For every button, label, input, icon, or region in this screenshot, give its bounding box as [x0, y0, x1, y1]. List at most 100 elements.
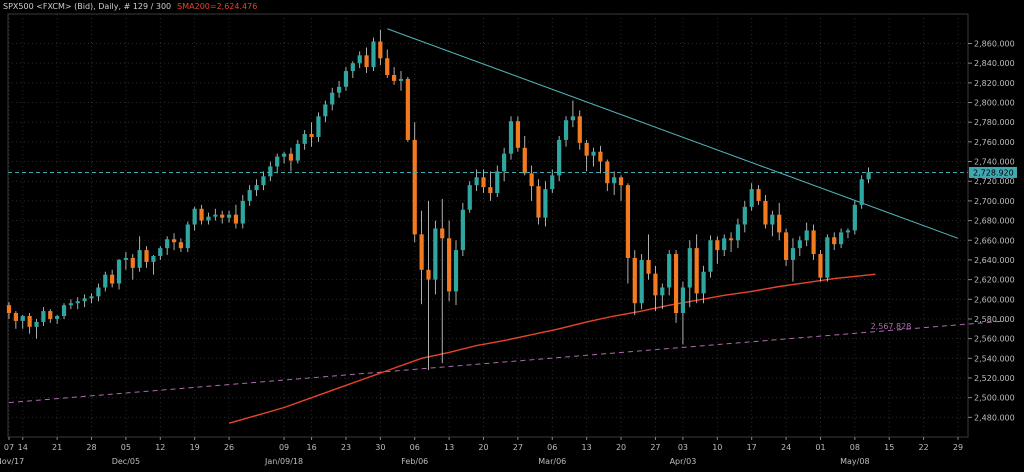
- candle-body: [447, 238, 452, 292]
- candle: [680, 281, 686, 345]
- x-tick-label: 20: [616, 443, 626, 452]
- candle: [515, 116, 520, 152]
- candle-body: [233, 214, 239, 224]
- x-tick-label: 26: [224, 443, 234, 452]
- y-tick-label: 2,620.000: [974, 276, 1015, 285]
- candle: [667, 250, 672, 296]
- candle-body: [371, 41, 376, 68]
- candle: [722, 234, 727, 256]
- candle-body: [742, 206, 747, 225]
- candle: [82, 294, 87, 308]
- candle: [481, 169, 486, 194]
- candle-body: [467, 185, 472, 210]
- candle-body: [515, 121, 520, 148]
- candle-body: [323, 104, 328, 117]
- support-line: [8, 320, 1007, 404]
- y-tick-label: 2,800.000: [974, 99, 1015, 108]
- x-month-label: Jan/09/18: [264, 457, 303, 466]
- candle: [557, 135, 562, 182]
- x-tick-label: 06: [410, 443, 420, 452]
- candle-body: [433, 228, 438, 280]
- x-month-label: Dec/05: [112, 457, 140, 466]
- candle-body: [295, 143, 300, 161]
- support-line-group: 2,567.828: [8, 320, 1007, 404]
- candle-body: [27, 316, 32, 327]
- candle-body: [240, 200, 245, 224]
- candle-body: [137, 250, 142, 268]
- x-tick-label: 12: [155, 443, 165, 452]
- candle-body: [563, 120, 569, 140]
- x-tick-label: 01: [815, 443, 825, 452]
- candle: [123, 252, 129, 270]
- candle-body: [722, 238, 727, 251]
- candle: [653, 265, 658, 312]
- candle: [598, 145, 603, 174]
- x-tick-label: 28: [86, 443, 96, 452]
- candle-body: [488, 187, 493, 194]
- candle: [763, 195, 768, 229]
- candle: [116, 258, 122, 290]
- candle: [563, 116, 569, 147]
- candle-body: [426, 269, 431, 280]
- trendline-group: [387, 28, 959, 239]
- candle: [316, 112, 321, 142]
- candle-body: [770, 214, 775, 225]
- candle: [68, 299, 73, 310]
- candle-body: [660, 287, 665, 296]
- candle-body: [281, 153, 287, 157]
- candle: [811, 224, 816, 260]
- candle-body: [612, 177, 617, 184]
- y-tick-label: 2,640.000: [974, 256, 1015, 265]
- candle: [412, 122, 417, 243]
- candle: [371, 37, 376, 72]
- candle-body: [123, 257, 129, 260]
- y-tick-label: 2,860.000: [974, 40, 1015, 49]
- candle-body: [605, 161, 610, 184]
- x-tick-label: 07: [4, 443, 14, 452]
- candle: [790, 238, 796, 282]
- candle-body: [330, 92, 335, 105]
- candle-body: [405, 78, 410, 140]
- candle: [61, 303, 67, 319]
- candle: [694, 234, 699, 304]
- x-tick-label: 27: [513, 443, 523, 452]
- candle: [171, 233, 177, 251]
- candle: [508, 116, 514, 160]
- x-tick-label: 10: [712, 443, 722, 452]
- candle: [240, 195, 245, 229]
- candle: [453, 240, 459, 306]
- trendline: [387, 28, 959, 239]
- candle-body: [288, 153, 294, 161]
- candle: [460, 202, 465, 256]
- candle-body: [55, 316, 60, 319]
- candle-body: [412, 139, 417, 235]
- candle-body: [667, 254, 672, 288]
- candle-body: [151, 255, 156, 262]
- y-tick-label: 2,560.000: [974, 335, 1015, 344]
- candle: [165, 236, 170, 256]
- candle-body: [680, 287, 686, 314]
- candle-body: [825, 237, 830, 278]
- sma200-line: [228, 273, 876, 424]
- current-price-tag: [969, 166, 1017, 178]
- candle-body: [226, 214, 232, 218]
- candle-body: [502, 153, 507, 172]
- candle: [89, 293, 94, 304]
- candle: [75, 297, 80, 310]
- candle-body: [735, 224, 741, 241]
- candle: [756, 185, 761, 205]
- y-tick-label: 2,660.000: [974, 236, 1015, 245]
- candle-body: [254, 185, 259, 191]
- candle-body: [268, 166, 273, 177]
- candle: [385, 49, 390, 78]
- candle-body: [336, 86, 342, 93]
- candle-body: [715, 240, 720, 251]
- candle: [357, 51, 362, 69]
- candle: [405, 76, 410, 142]
- x-tick-label: 13: [444, 443, 454, 452]
- candle: [838, 228, 844, 249]
- candle-body: [61, 305, 67, 317]
- candle: [625, 183, 631, 284]
- candle-body: [75, 301, 80, 304]
